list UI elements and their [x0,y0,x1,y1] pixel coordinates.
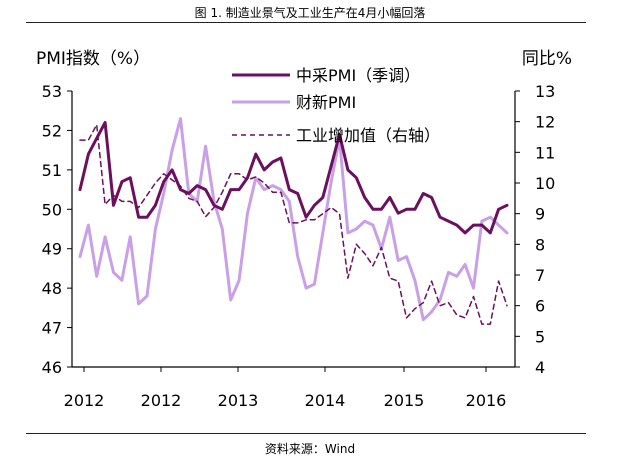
x-tick-label: 2015 [384,391,425,410]
x-tick-label: 2012 [64,391,105,410]
right-tick-label: 10 [535,174,555,193]
legend-label-1: 中采PMI（季调） [296,66,420,85]
right-tick-label: 4 [535,358,545,377]
right-tick-label: 6 [535,297,545,316]
right-tick-label: 5 [535,327,545,346]
right-tick-label: 13 [535,82,555,101]
right-tick-label: 11 [535,143,555,162]
right-tick-label: 8 [535,235,545,254]
left-tick-label: 49 [42,240,62,259]
series-line-2 [78,117,509,322]
left-tick-label: 48 [42,279,62,298]
right-tick-label: 9 [535,205,545,224]
legend-label-2: 财新PMI [296,93,356,112]
top-rule [26,22,586,23]
left-tick-label: 46 [42,358,62,377]
figure-title: 图 1. 制造业景气及工业生产在4月小幅回落 [194,6,426,20]
left-tick-label: 53 [42,82,62,101]
left-axis-title: PMI指数（%） [36,49,150,69]
right-tick-label: 12 [535,113,555,132]
right-tick-label: 7 [535,266,545,285]
series-line-3 [79,123,508,325]
legend: 中采PMI（季调） 财新PMI 工业增加值（右轴） [232,66,440,145]
left-tick-label: 50 [42,200,62,219]
legend-label-3: 工业增加值（右轴） [296,126,440,145]
series-line-1 [78,121,509,235]
x-tick-label: 2013 [218,391,259,410]
source-note: 资料来源：Wind [264,442,356,456]
x-tick-label: 2012 [141,391,182,410]
right-axis-title: 同比% [522,49,572,69]
x-tick-label: 2014 [305,391,346,410]
x-tick-label: 2016 [466,391,507,410]
left-tick-label: 47 [42,319,62,338]
bottom-rule [26,433,586,434]
left-tick-label: 51 [42,161,62,180]
left-tick-label: 52 [42,121,62,140]
